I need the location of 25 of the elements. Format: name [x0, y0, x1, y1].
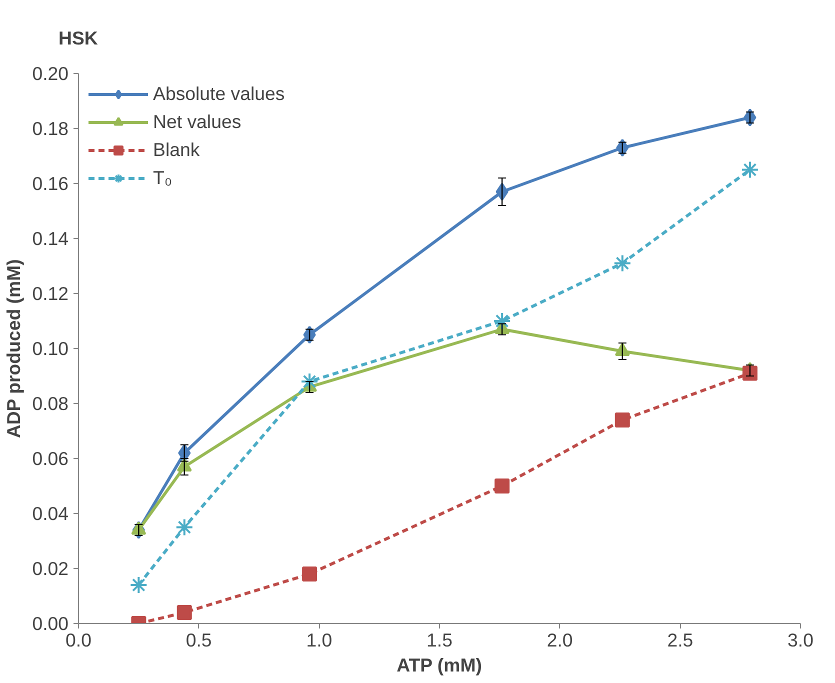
legend-label: T₀ [153, 167, 173, 189]
x-tick-label: 0.5 [186, 630, 212, 650]
y-tick-label: 0.00 [32, 613, 68, 634]
y-axis-title: ADP produced (mM) [3, 259, 24, 438]
x-tick-label: 1.0 [306, 630, 332, 650]
y-tick-label: 0.10 [32, 338, 68, 359]
y-tick-label: 0.02 [32, 558, 68, 579]
x-tick-label: 0.0 [66, 630, 92, 650]
legend-label: Net values [153, 111, 242, 133]
legend-label: Blank [153, 139, 200, 161]
x-tick-label: 2.5 [667, 630, 694, 650]
y-tick-label: 0.20 [32, 63, 68, 84]
x-tick-label: 1.5 [426, 630, 452, 650]
y-tick-label: 0.18 [32, 118, 68, 139]
y-tick-label: 0.14 [32, 228, 68, 249]
y-tick-label: 0.06 [32, 448, 68, 469]
y-tick-label: 0.08 [32, 393, 68, 414]
x-tick-label: 3.0 [788, 630, 814, 650]
y-tick-label: 0.16 [32, 173, 68, 194]
x-axis-title: ATP (mM) [396, 654, 482, 676]
chart-title: HSK [58, 28, 98, 48]
legend-label: Absolute values [153, 83, 285, 105]
y-tick-label: 0.04 [32, 503, 68, 524]
y-tick-label: 0.12 [32, 283, 68, 304]
x-tick-label: 2.0 [546, 630, 573, 650]
